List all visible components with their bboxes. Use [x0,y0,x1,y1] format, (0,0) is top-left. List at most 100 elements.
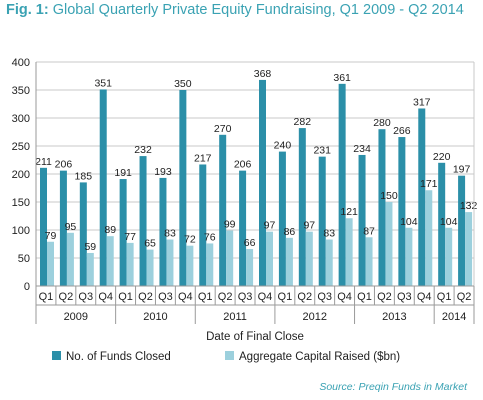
bar-funds-closed [159,177,167,286]
x-tick-label: Q2 [138,291,153,303]
data-label-capital-raised: 72 [184,234,196,246]
bar-capital-raised [465,212,473,286]
bar-funds-closed [179,90,187,286]
bar-funds-closed [318,156,326,286]
data-label-funds-closed: 280 [373,117,391,129]
data-label-capital-raised: 66 [244,237,256,249]
y-tick-label: 200 [12,169,30,181]
data-label-funds-closed: 368 [254,68,272,80]
bar-capital-raised [66,232,74,286]
bar-funds-closed [259,79,266,286]
bar-funds-closed [298,128,306,286]
y-tick-label: 0 [24,281,30,293]
data-label-capital-raised: 97 [303,220,315,232]
chart-title: Fig. 1: Global Quarterly Private Equity … [6,2,478,19]
x-tick-label: Q1 [39,291,54,303]
bar-capital-raised [445,227,453,286]
legend: No. of Funds Closed Aggregate Capital Rai… [52,351,400,363]
data-label-capital-raised: 95 [65,221,77,233]
chart-title-text: Global Quarterly Private Equity Fundrais… [52,2,464,18]
data-label-funds-closed: 193 [154,166,172,178]
bar-funds-closed [338,83,346,286]
x-tick-label: Q1 [437,291,452,303]
year-label: 2012 [302,311,326,323]
bar-capital-raised [246,249,254,286]
bar-capital-raised [86,252,94,286]
bar-funds-closed [40,167,47,286]
year-label: 2014 [442,311,466,323]
data-label-funds-closed: 232 [134,144,152,156]
y-tick-label: 350 [12,85,30,97]
source-note: Source: Preqin Funds in Market [319,381,467,393]
data-label-capital-raised: 171 [420,178,438,190]
bar-capital-raised [425,190,433,286]
data-label-funds-closed: 234 [353,143,371,155]
data-label-funds-closed: 351 [94,77,112,89]
data-label-funds-closed: 211 [35,156,52,168]
data-label-funds-closed: 217 [194,152,212,164]
data-label-capital-raised: 104 [440,216,458,228]
data-label-funds-closed: 197 [453,164,471,176]
year-label: 2011 [223,311,247,323]
bar-funds-closed [239,170,247,286]
bar-funds-closed [99,89,107,286]
bar-capital-raised [126,242,134,286]
bar-capital-raised [186,245,194,286]
bar-funds-closed [219,134,227,286]
x-tick-label: Q3 [397,291,412,303]
bar-capital-raised [325,239,333,286]
bar-funds-closed [79,182,87,286]
data-label-capital-raised: 150 [380,190,398,202]
data-label-capital-raised: 86 [284,226,296,238]
bar-capital-raised [166,239,174,286]
data-label-capital-raised: 65 [144,238,156,250]
bar-capital-raised [285,237,293,286]
x-tick-label: Q2 [297,291,312,303]
x-tick-label: Q3 [317,291,332,303]
y-tick-label: 100 [12,225,30,237]
data-label-funds-closed: 185 [75,170,93,182]
data-label-funds-closed: 266 [393,125,411,137]
data-label-funds-closed: 282 [294,116,312,128]
legend-swatch-capital-raised [225,351,234,360]
bar-capital-raised [385,202,393,286]
x-tick-label: Q3 [78,291,93,303]
x-tick-label: Q1 [198,291,213,303]
bar-capital-raised [405,227,413,286]
x-tick-label: Q1 [278,291,293,303]
x-tick-label: Q1 [357,291,372,303]
x-tick-label: Q4 [98,291,113,303]
data-label-capital-raised: 77 [124,231,136,243]
x-tick-label: Q4 [417,291,432,303]
bar-capital-raised [345,218,353,286]
bar-funds-closed [119,179,127,286]
data-label-funds-closed: 220 [433,151,451,163]
bar-capital-raised [206,243,214,286]
bar-capital-raised [305,231,313,286]
x-tick-label: Q1 [118,291,133,303]
figure-number: Fig. 1: [6,2,49,18]
y-tick-label: 150 [12,197,30,209]
bar-capital-raised [146,249,154,286]
bar-funds-closed [418,108,426,286]
bar-capital-raised [106,236,114,286]
year-label: 2010 [143,311,167,323]
bar-funds-closed [278,151,286,286]
x-tick-label: Q2 [59,291,74,303]
legend-label-funds-closed: No. of Funds Closed [66,351,171,363]
legend-label-capital-raised: Aggregate Capital Raised ($bn) [239,351,400,363]
data-label-funds-closed: 350 [174,78,192,90]
data-label-funds-closed: 206 [234,159,252,171]
bar-funds-closed [139,156,147,286]
year-label: 2009 [64,311,88,323]
data-label-capital-raised: 83 [164,228,176,240]
data-label-capital-raised: 79 [45,230,57,242]
y-tick-label: 50 [18,253,30,265]
data-label-funds-closed: 191 [114,167,132,179]
x-tick-label: Q3 [158,291,173,303]
x-tick-label: Q4 [258,291,273,303]
data-label-capital-raised: 104 [400,216,418,228]
data-labels: 211 79 206 95 185 59 351 89 191 77 232 65 193 83 350 72… [35,68,477,253]
bar-funds-closed [378,129,386,286]
